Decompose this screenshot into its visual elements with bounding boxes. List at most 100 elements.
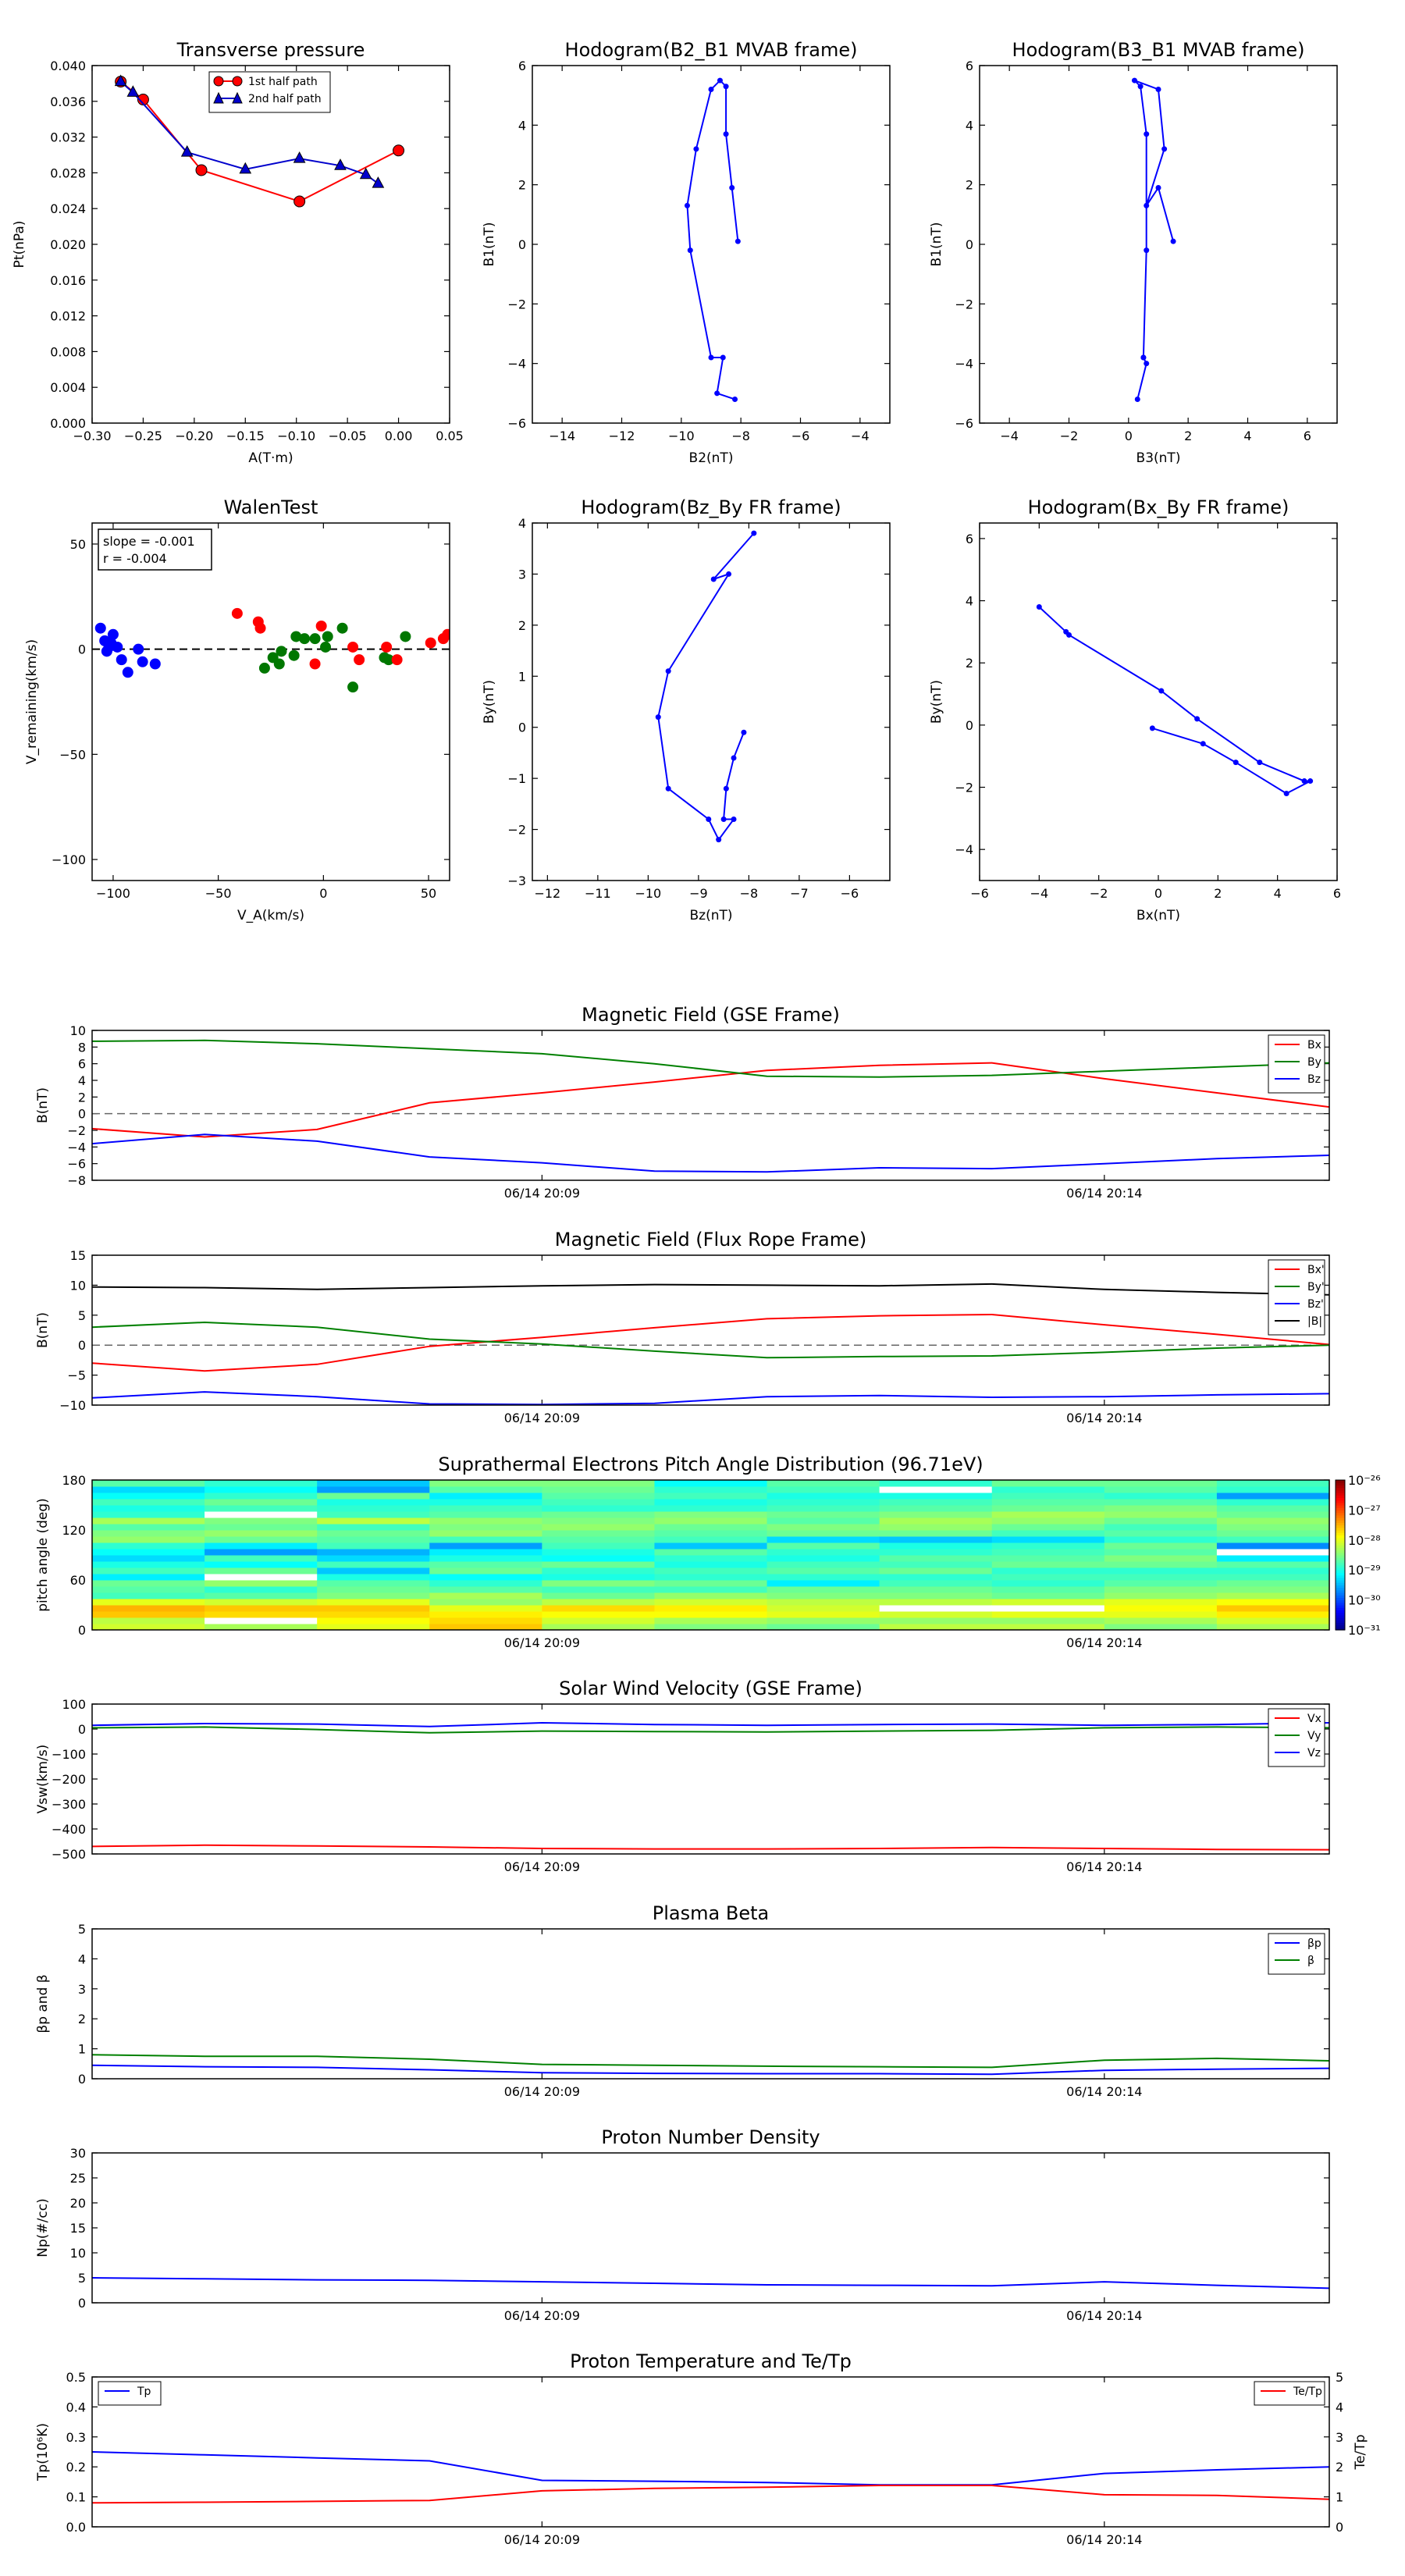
heatmap-cell: [317, 1493, 430, 1500]
panel-mag_gse: Magnetic Field (GSE Frame) −8−6 −4 −20 2 46 8 1…: [35, 1004, 1330, 1201]
heatmap-cell: [317, 1567, 430, 1574]
y-tick-label: −400: [52, 1822, 86, 1837]
heatmap-cell: [1216, 1517, 1329, 1525]
heatmap-cell: [654, 1542, 768, 1550]
heatmap-cell: [317, 1486, 430, 1493]
legend-label: Bx': [1307, 1264, 1325, 1276]
x-tick-label: −50: [205, 886, 232, 901]
series-line: [92, 1391, 1329, 1405]
series-line: [92, 2485, 1329, 2504]
legend-label: 2nd half path: [248, 93, 322, 105]
heatmap-cell: [542, 1617, 655, 1624]
hodogram-point: [1144, 361, 1150, 367]
y-axis-label: B1(nT): [929, 222, 944, 267]
series-line: [119, 80, 379, 184]
y-tick-label: −100: [52, 852, 86, 867]
x-tick-label: 4: [1243, 429, 1251, 443]
y-tick-label: 0: [78, 642, 86, 657]
heatmap-cell: [1104, 1611, 1218, 1618]
series-line: [92, 1062, 1329, 1138]
walen-point: [116, 654, 127, 666]
heatmap-cell: [542, 1567, 655, 1574]
legend-marker: [213, 76, 224, 87]
heatmap-cell: [92, 1599, 205, 1606]
hodogram-point: [1283, 790, 1289, 796]
heatmap-cell: [205, 1599, 318, 1606]
heatmap-cell: [654, 1567, 768, 1574]
plot-border: [979, 65, 1338, 424]
plot-area: [92, 1721, 1329, 1851]
heatmap-cell: [767, 1555, 880, 1562]
plot-border: [532, 65, 891, 424]
y-tick-label: 10: [70, 1278, 86, 1293]
hodogram-point: [687, 247, 693, 254]
plot-border: [91, 2152, 1330, 2304]
panel-title: WalenTest: [224, 496, 318, 518]
y-tick-label: 30: [70, 2146, 86, 2161]
heatmap-cell: [542, 1586, 655, 1593]
heatmap-cell: [767, 1536, 880, 1543]
heatmap-cell: [767, 1480, 880, 1487]
heatmap-cell: [205, 1493, 318, 1500]
data-point: [293, 195, 306, 208]
heatmap-cell: [654, 1486, 768, 1493]
heatmap-cell: [767, 1561, 880, 1568]
heatmap-cell: [767, 1517, 880, 1525]
colorbar-tick-label: 10⁻²⁶: [1348, 1473, 1381, 1488]
heatmap-cell: [1104, 1524, 1218, 1531]
colorbar-segment: [1336, 1542, 1345, 1546]
heatmap-cell: [92, 1505, 205, 1512]
x-tick-label: 0: [1125, 429, 1133, 443]
series-line: [92, 1321, 1329, 1359]
heatmap-cell: [1104, 1530, 1218, 1537]
walen-point: [149, 658, 161, 670]
heatmap-cell: [767, 1549, 880, 1556]
y-tick-label: 8: [78, 1040, 86, 1055]
colorbar-segment: [1336, 1567, 1345, 1571]
heatmap-cell: [879, 1486, 993, 1493]
heatmap-cell: [205, 1580, 318, 1587]
colorbar-segment: [1336, 1522, 1345, 1526]
data-point: [372, 176, 385, 188]
walen-point: [276, 646, 287, 657]
plot-area: [92, 2277, 1329, 2290]
y-tick-label: 0.2: [66, 2460, 86, 2475]
heatmap-cell: [654, 1617, 768, 1624]
colorbar-segment: [1336, 1500, 1345, 1503]
data-point: [334, 158, 347, 170]
heatmap-cell: [542, 1486, 655, 1493]
heatmap-cell: [767, 1617, 880, 1624]
y-tick-label: −2: [67, 1123, 86, 1138]
heatmap-cell: [1216, 1542, 1329, 1550]
colorbar-segment: [1336, 1507, 1345, 1510]
x-axis-label: Bz(nT): [689, 908, 732, 923]
heatmap-cell: [317, 1505, 430, 1512]
hodogram-point: [723, 785, 729, 792]
heatmap-cell: [1216, 1605, 1329, 1612]
heatmap-cell: [1104, 1517, 1218, 1525]
colorbar-segment: [1336, 1622, 1345, 1626]
walen-point: [320, 641, 332, 653]
heatmap-cell: [1104, 1499, 1218, 1506]
heatmap-cell: [1104, 1561, 1218, 1568]
heatmap-cell: [1216, 1624, 1329, 1630]
heatmap-cell: [767, 1530, 880, 1537]
heatmap-cell: [317, 1561, 430, 1568]
colorbar-segment: [1336, 1552, 1345, 1556]
colorbar-segment: [1336, 1614, 1345, 1618]
heatmap-cell: [429, 1555, 542, 1562]
heatmap-cell: [429, 1586, 542, 1593]
heatmap-cell: [654, 1586, 768, 1593]
hodogram-point: [693, 146, 699, 152]
heatmap-cell: [92, 1499, 205, 1506]
heatmap-cell: [92, 1493, 205, 1500]
heatmap-cell: [879, 1617, 993, 1624]
heatmap-cell: [205, 1499, 318, 1506]
heatmap-cell: [429, 1561, 542, 1568]
plot-border: [91, 1479, 1330, 1631]
colorbar-segment: [1336, 1493, 1345, 1496]
colorbar-segment: [1336, 1597, 1345, 1601]
x-tick-label: −0.05: [329, 429, 367, 443]
panel-h21: Hodogram(B2_B1 MVAB frame) −6 −4 −2 0 2 4 6 −14 −…: [482, 39, 891, 466]
